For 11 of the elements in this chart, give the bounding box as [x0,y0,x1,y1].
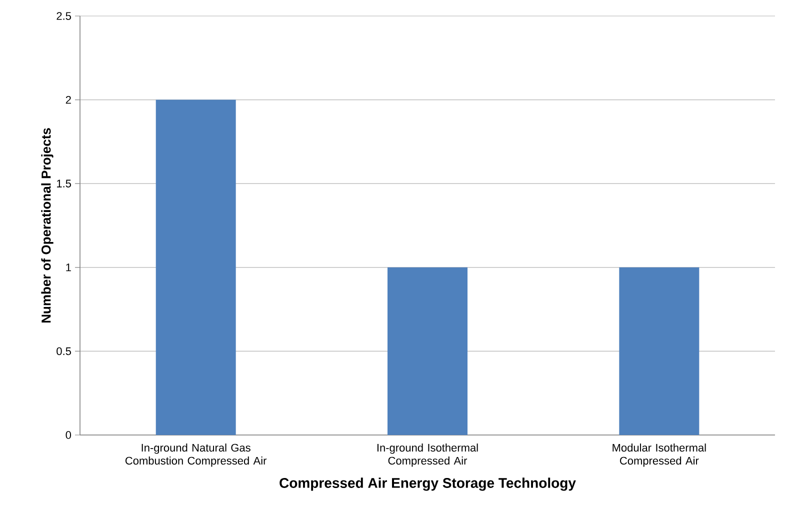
x-tick-label: In-ground Natural Gas Combustion Compressed Air [125,444,267,467]
y-axis-title: Number of Operational Projects [41,128,54,323]
x-tick-label: Modular Isothermal Compressed Air [612,444,706,467]
y-tick-label: 1.5 [57,180,71,188]
y-tick-label: 2.5 [56,12,71,20]
x-axis-title: Compressed Air Energy Storage Technology [280,478,576,491]
x-tick-label: In-ground Isothermal Compressed Air [377,444,478,467]
y-tick-label: 2 [66,96,71,104]
y-tick-label: 0.5 [56,347,71,356]
y-tick-label: 0 [66,431,72,439]
y-tick-label: 1 [66,264,71,272]
